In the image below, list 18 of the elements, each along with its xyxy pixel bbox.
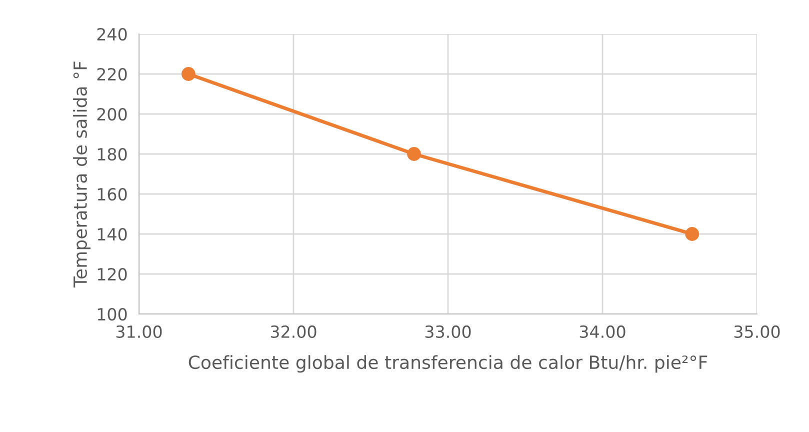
y-tick-label: 120 [98, 268, 127, 281]
y-axis-title: Temperatura de salida °F [73, 62, 91, 288]
point [685, 227, 700, 241]
y-tick-label: 160 [98, 188, 127, 201]
point [407, 147, 421, 161]
y-tick-label: 140 [98, 228, 127, 241]
y-tick-label: 200 [97, 108, 127, 121]
x-tick-label: 31.00 [116, 325, 162, 338]
point [181, 67, 196, 81]
y-tick-label: 180 [98, 148, 127, 161]
x-tick-label: 33.00 [425, 325, 471, 338]
y-tick-label: 100 [98, 308, 127, 321]
y-tick-label: 220 [97, 68, 127, 81]
x-tick-label: 32.00 [270, 325, 316, 338]
x-tick-label: 35.00 [734, 325, 780, 338]
x-axis-title: Coeficiente global de transferencia de calor Btu/hr. pie²°F [188, 355, 708, 373]
x-tick-label: 34.00 [580, 325, 626, 338]
y-tick-label: 240 [97, 28, 127, 41]
